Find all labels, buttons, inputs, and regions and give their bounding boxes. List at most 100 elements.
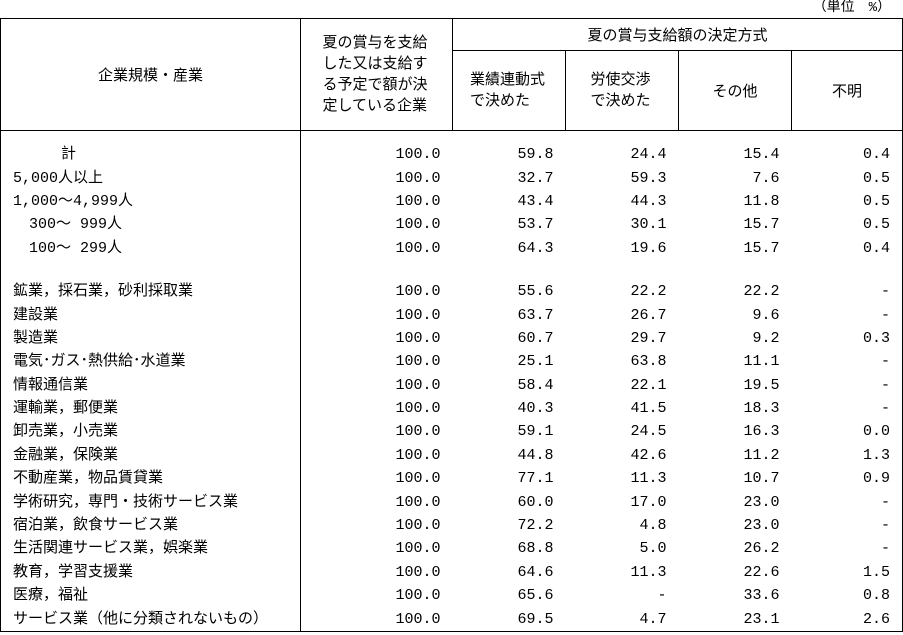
cell: 44.3	[630, 192, 667, 210]
cell: 18.3	[743, 400, 780, 418]
cell: 2.6	[791, 607, 903, 632]
cell: 4.7	[565, 607, 679, 632]
cell: -	[791, 267, 903, 304]
table-row: 生活関連サービス業，娯楽業 100.0 68.8 5.0 26.2-	[0, 537, 903, 561]
row-label: 生活関連サービス業，娯楽業	[0, 537, 301, 561]
bonus-table: 企業規模・産業 夏の賞与を支給した又は支給する予定で額が決定している企業 夏の賞…	[0, 18, 903, 632]
cell: 15.4	[743, 146, 780, 164]
cell: 1.3	[791, 443, 903, 468]
cell: 77.1	[517, 470, 554, 488]
row-label: 300～ 999人	[0, 213, 301, 237]
cell: 11.1	[743, 353, 780, 371]
column-header: 不明	[790, 50, 903, 131]
cell: 10.7	[743, 470, 780, 488]
cell: 22.2	[630, 283, 667, 301]
cell: 11.3	[630, 563, 667, 581]
row-label: 電気･ガス･熱供給･水道業	[0, 350, 301, 374]
cell: 9.2	[752, 329, 780, 347]
cell: 60.7	[517, 329, 554, 347]
cell: 23.0	[743, 517, 780, 535]
row-label: 医療，福祉	[0, 584, 301, 608]
cell: 7.6	[752, 169, 780, 187]
spacer-row	[0, 259, 903, 268]
table-row: 教育，学習支援業 100.0 64.6 11.3 22.6 1.5	[0, 560, 903, 585]
cell: 0.5	[791, 189, 903, 214]
cell: -	[657, 587, 667, 605]
table-row: 5,000人以上 100.0 32.7 59.3 7.6 0.5	[0, 166, 903, 190]
cell: 42.6	[630, 446, 667, 464]
cell: 23.1	[678, 607, 792, 632]
table-row: 金融業，保険業 100.0 44.8 42.6 11.2 1.3	[0, 443, 903, 468]
column-header: 業績連動式で決めた	[452, 50, 566, 131]
cell: 24.4	[630, 146, 667, 164]
cell: 68.8	[517, 540, 554, 558]
cell: 100.0	[395, 517, 441, 535]
cell: 53.7	[517, 216, 554, 234]
cell: 0.8	[791, 584, 903, 608]
spacer-cell	[679, 260, 792, 268]
table-row: 電気･ガス･熱供給･水道業 100.0 25.1 63.8 11.1-	[0, 350, 903, 374]
cell: 16.3	[743, 423, 780, 441]
cell: 9.6	[752, 306, 780, 324]
cell: 63.7	[517, 306, 554, 324]
cell: 0.4	[791, 236, 903, 260]
header-text: 労使交渉で決めた	[590, 71, 651, 110]
spacer-cell	[301, 260, 453, 268]
cell: -	[791, 303, 903, 327]
cell: 43.4	[517, 192, 554, 210]
cell: 100.0	[395, 239, 441, 257]
cell: 0.4	[791, 130, 903, 167]
cell: 0.9	[791, 467, 903, 491]
cell: 100.0	[300, 607, 453, 632]
cell: 41.5	[630, 400, 667, 418]
cell: -	[791, 537, 903, 561]
cell: 100.0	[395, 446, 441, 464]
cell: 11.3	[630, 470, 667, 488]
cell: 22.6	[743, 563, 780, 581]
row-label: 運輸業，郵便業	[0, 396, 301, 421]
cell: 64.6	[517, 563, 554, 581]
row-label: 鉱業，採石業，砂利採取業	[0, 267, 301, 304]
cell: 100.0	[395, 470, 441, 488]
row-label: 製造業	[0, 326, 301, 351]
table-row: 100～ 299人 100.0 64.3 19.6 15.7 0.4	[0, 236, 903, 260]
cell: -	[791, 490, 903, 514]
table-row: 卸売業，小売業 100.0 59.1 24.5 16.3 0.0	[0, 420, 903, 444]
cell: 100.0	[395, 283, 441, 301]
row-label: 金融業，保険業	[0, 443, 301, 468]
row-label: 建設業	[0, 303, 301, 327]
row-label: 不動産業，物品賃貸業	[0, 467, 301, 491]
row-label: 情報通信業	[0, 373, 301, 397]
cell: 29.7	[630, 329, 667, 347]
cell: 15.7	[743, 239, 780, 257]
cell: 65.6	[517, 587, 554, 605]
cell: 100.0	[395, 216, 441, 234]
cell: 100.0	[395, 423, 441, 441]
cell: 23.0	[743, 493, 780, 511]
row-label: サービス業（他に分類されないもの）	[0, 607, 301, 632]
cell: 11.2	[743, 446, 780, 464]
cell: 58.4	[517, 376, 554, 394]
cell: 72.2	[517, 517, 554, 535]
cell: 100.0	[395, 192, 441, 210]
cell: 64.3	[517, 239, 554, 257]
cell: 19.6	[630, 239, 667, 257]
cell: 1.5	[791, 560, 903, 585]
cell: 26.7	[630, 306, 667, 324]
spacer-cell	[453, 260, 566, 268]
cell: 59.8	[517, 146, 554, 164]
cell: 63.8	[630, 353, 667, 371]
cell: 100.0	[395, 306, 441, 324]
table-row: 300～ 999人 100.0 53.7 30.1 15.7 0.5	[0, 213, 903, 237]
spacer-cell	[566, 260, 679, 268]
row-label: 計	[0, 130, 301, 167]
cell: 69.5	[452, 607, 566, 632]
cell: 5.0	[639, 540, 667, 558]
header-text: 夏の賞与を支給した又は支給する予定で額が決定している企業	[322, 34, 428, 115]
cell: -	[791, 513, 903, 538]
cell: 100.0	[395, 540, 441, 558]
column-header: 労使交渉で決めた	[565, 50, 679, 131]
cell: 4.8	[639, 517, 667, 535]
cell: 19.5	[743, 376, 780, 394]
